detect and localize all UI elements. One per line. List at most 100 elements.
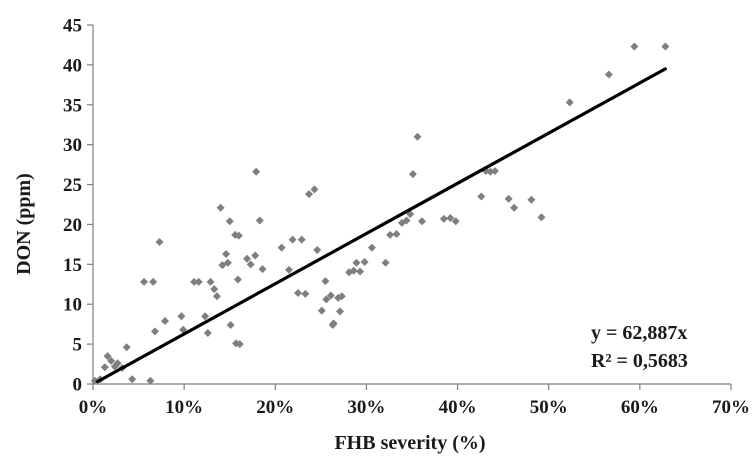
data-point [122, 343, 131, 352]
data-point [235, 340, 244, 349]
data-point [402, 216, 411, 225]
data-point [203, 328, 212, 337]
data-point [329, 319, 338, 328]
data-point [349, 266, 358, 275]
data-point [310, 185, 319, 194]
data-point [337, 292, 346, 301]
y-tick-label: 25 [63, 175, 82, 196]
data-point [537, 213, 546, 222]
data-point [367, 243, 376, 252]
data-point [212, 292, 221, 301]
data-point [294, 289, 303, 298]
data-point [146, 376, 155, 385]
data-point [381, 258, 390, 267]
data-point [661, 42, 670, 51]
data-point [439, 214, 448, 223]
data-point [604, 70, 613, 79]
data-point [322, 295, 331, 304]
y-tick-label: 35 [63, 95, 82, 116]
data-point [335, 307, 344, 316]
data-point [201, 312, 210, 321]
data-point [630, 42, 639, 51]
data-point [150, 327, 159, 336]
data-point [255, 216, 264, 225]
y-tick-label: 0 [73, 375, 83, 396]
x-tick-label: 0% [79, 397, 108, 418]
data-point [161, 316, 170, 325]
data-point [284, 265, 293, 274]
y-tick-label: 10 [63, 295, 82, 316]
trendline-layer [95, 67, 667, 384]
trendline-r-squared: R² = 0,5683 [591, 350, 688, 372]
data-point [418, 217, 427, 226]
trendline-equation: y = 62,887x [591, 322, 687, 344]
data-point [251, 251, 260, 260]
data-point [510, 203, 519, 212]
data-point [103, 352, 112, 361]
data-point [149, 277, 158, 286]
data-point [451, 217, 460, 226]
y-tick-label: 15 [63, 255, 82, 276]
data-point [128, 375, 137, 384]
x-tick-label: 70% [712, 397, 750, 418]
data-point [313, 245, 322, 254]
data-point [504, 194, 513, 203]
labels: FHB severity (%) DON (ppm) y = 62,887x R… [13, 173, 688, 454]
data-point [326, 291, 335, 300]
data-point [252, 167, 261, 176]
data-point [446, 214, 455, 223]
data-point [392, 230, 401, 239]
data-point [527, 195, 536, 204]
data-point [210, 285, 219, 294]
x-tick-label: 50% [530, 397, 568, 418]
data-point [222, 249, 231, 258]
x-axis-title: FHB severity (%) [334, 432, 485, 454]
data-point [216, 203, 225, 212]
data-points [90, 42, 670, 385]
data-point [155, 237, 164, 246]
data-point [206, 277, 215, 286]
data-point [258, 265, 267, 274]
data-point [352, 258, 361, 267]
x-tick-label: 60% [621, 397, 659, 418]
data-point [321, 277, 330, 286]
data-point [490, 166, 499, 175]
data-point [305, 190, 314, 199]
data-point [386, 230, 395, 239]
data-point [234, 231, 243, 240]
data-point [565, 98, 574, 107]
data-point [360, 257, 369, 266]
data-point [113, 359, 122, 368]
data-point [477, 192, 486, 201]
data-point [243, 254, 252, 263]
data-point [301, 289, 310, 298]
trendline [95, 67, 667, 384]
data-point [100, 363, 109, 372]
y-tick-label: 45 [63, 16, 82, 37]
data-point [194, 277, 203, 286]
data-point [225, 217, 234, 226]
data-point [190, 277, 199, 286]
data-point [317, 306, 326, 315]
data-point [413, 132, 422, 141]
data-point [277, 243, 286, 252]
x-tick-label: 30% [347, 397, 385, 418]
y-tick-label: 40 [63, 55, 82, 76]
data-point [177, 312, 186, 321]
y-axis-title: DON (ppm) [13, 173, 35, 275]
data-point [107, 356, 116, 365]
data-point [356, 267, 365, 276]
axes: 0 5 10 15 20 25 30 35 40 45 0% 10% 20% 30% 40% 50% 60% 70… [63, 16, 750, 419]
data-point [233, 275, 242, 284]
data-point [226, 320, 235, 329]
data-point [297, 235, 306, 244]
data-point [288, 235, 297, 244]
data-point [246, 260, 255, 269]
y-tick-label: 20 [63, 215, 82, 236]
data-point [408, 170, 417, 179]
x-tick-label: 40% [439, 397, 477, 418]
data-point [140, 277, 149, 286]
y-tick-label: 5 [73, 335, 83, 356]
